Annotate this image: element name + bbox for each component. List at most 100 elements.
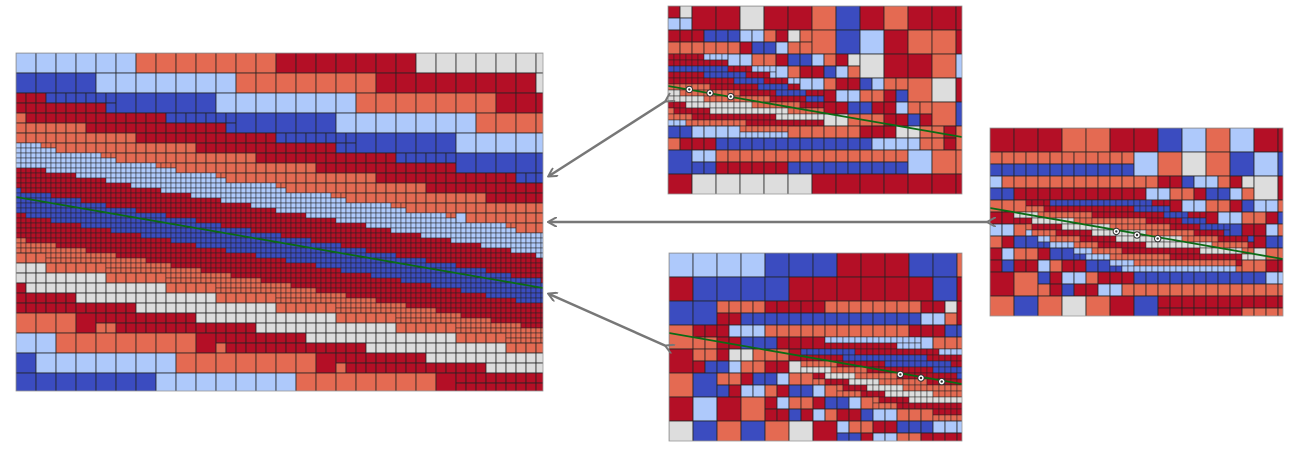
mesh-cell (45, 302, 57, 314)
mesh-cell (556, 278, 561, 283)
mesh-cell (215, 242, 222, 249)
mesh-cell (1229, 128, 1255, 153)
mesh-cell (225, 187, 232, 194)
mesh-cell (400, 297, 407, 304)
mesh-cell (435, 292, 442, 299)
mesh-cell (480, 267, 487, 274)
mesh-cell (535, 312, 542, 319)
mesh-cell (50, 212, 57, 219)
mesh-cell (1290, 236, 1302, 248)
mesh-cell (20, 237, 27, 244)
mesh-cell (415, 322, 427, 334)
mesh-cell (295, 162, 307, 174)
mesh-cell (300, 287, 307, 294)
mesh-cell (115, 252, 122, 259)
mesh-cell (210, 172, 217, 179)
mesh-cell (799, 149, 813, 163)
mesh-cell (345, 287, 352, 294)
mesh-cell (385, 282, 392, 289)
mesh-cell (1205, 307, 1219, 316)
mesh-cell (160, 212, 167, 219)
mesh-cell (1103, 199, 1111, 207)
mesh-cell (485, 232, 492, 239)
mesh-cell (944, 432, 958, 441)
mesh-cell (1181, 223, 1189, 231)
mesh-cell (1211, 259, 1219, 267)
mesh-cell (1241, 253, 1249, 261)
mesh-cell (45, 192, 52, 199)
mesh-cell (884, 420, 898, 434)
mesh-cell (981, 391, 987, 397)
mesh-cell (65, 252, 72, 259)
mesh-cell (1253, 211, 1267, 225)
mesh-cell (330, 267, 337, 274)
mesh-cell (65, 282, 77, 294)
mesh-cell (25, 247, 32, 254)
mesh-cell (1109, 163, 1123, 177)
mesh-cell (280, 207, 287, 214)
mesh-cell (125, 202, 132, 209)
mesh-cell (566, 173, 576, 183)
mesh-cell (140, 232, 147, 239)
mesh-cell (1013, 271, 1039, 297)
mesh-cell (860, 276, 886, 302)
mesh-cell (330, 222, 337, 229)
mesh-cell (535, 72, 543, 94)
mesh-cell (320, 222, 327, 229)
mesh-cell (395, 247, 402, 254)
mesh-cell (25, 292, 37, 304)
mesh-cell (440, 227, 447, 234)
mesh-cell (315, 237, 322, 244)
mesh-cell (60, 247, 67, 254)
mesh-cell (65, 302, 77, 314)
mesh-cell (420, 227, 427, 234)
mesh-cell (1157, 211, 1165, 219)
mesh-cell (170, 162, 177, 169)
mesh-cell (932, 312, 946, 326)
mesh-cell (120, 207, 127, 214)
mesh-cell (1127, 265, 1135, 273)
mesh-cell (380, 277, 387, 284)
mesh-cell (926, 360, 934, 368)
mesh-cell (35, 242, 42, 249)
mesh-cell (811, 113, 819, 121)
mesh-cell (1175, 265, 1183, 273)
mesh-cell (788, 324, 802, 338)
mesh-cell (540, 257, 543, 264)
mesh-cell (1241, 187, 1255, 201)
mesh-cell (455, 312, 462, 319)
mesh-cell (703, 95, 711, 103)
mesh-cell (525, 267, 532, 274)
mesh-cell (125, 217, 132, 224)
mesh-cell (530, 272, 537, 279)
mesh-cell (764, 384, 778, 398)
mesh-cell (310, 287, 317, 294)
mesh-cell (420, 272, 427, 279)
mesh-cell (415, 242, 422, 249)
mesh-cell (571, 293, 576, 298)
mesh-cell (485, 262, 492, 269)
mesh-cell (1217, 175, 1231, 189)
mesh-cell (400, 217, 407, 224)
mesh-cell (490, 292, 497, 299)
mesh-cell (250, 252, 257, 259)
mesh-cell (235, 172, 247, 184)
mesh-cell (165, 242, 172, 249)
mesh-cell (265, 332, 277, 344)
mesh-cell (375, 217, 382, 224)
mesh-cell (310, 277, 317, 284)
mesh-cell (1091, 247, 1099, 255)
mesh-cell (495, 382, 507, 391)
mesh-cell (230, 207, 237, 214)
mesh-cell (919, 113, 933, 127)
mesh-cell (728, 372, 742, 386)
mesh-cell (1109, 151, 1123, 165)
mesh-cell (365, 262, 372, 269)
mesh-cell (155, 262, 162, 269)
mesh-cell (460, 302, 467, 309)
mesh-cell (385, 272, 392, 279)
mesh-cell (45, 242, 52, 249)
mesh-cell (115, 227, 122, 234)
mesh-cell (763, 6, 789, 31)
mesh-cell (847, 125, 861, 139)
